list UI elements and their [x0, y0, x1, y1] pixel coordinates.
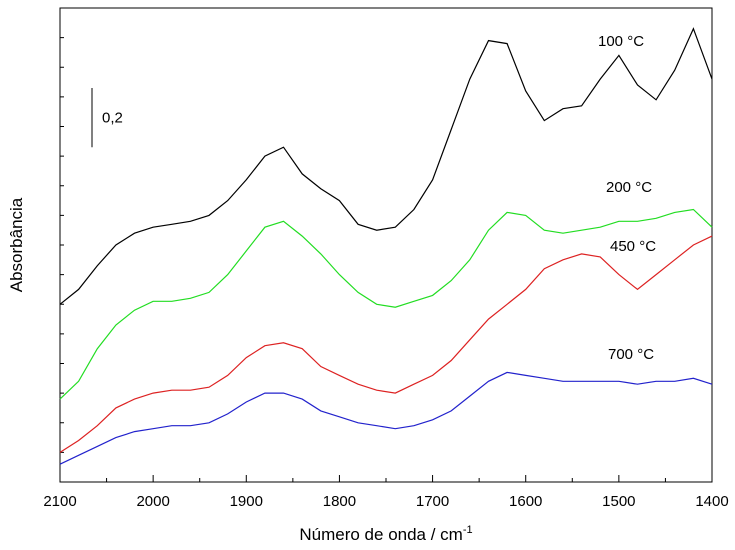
spectrum-line	[59, 371, 713, 465]
spectrum-line	[59, 208, 713, 400]
spectrum-line	[59, 27, 713, 305]
x-tick-label: 2000	[136, 493, 169, 510]
x-tick-label: 1700	[416, 493, 449, 510]
x-axis-label-sup: -1	[463, 524, 473, 536]
series-label: 100 °C	[598, 33, 644, 50]
x-axis-label: Número de onda / cm-1	[299, 524, 472, 544]
x-axis-label-main: Número de onda / cm	[299, 525, 462, 544]
x-tick-label: 1500	[602, 493, 635, 510]
x-tick-label: 2100	[43, 493, 76, 510]
series-label: 450 °C	[610, 238, 656, 255]
x-tick-label: 1800	[323, 493, 356, 510]
y-axis-label: Absorbância	[7, 197, 26, 292]
x-tick-label: 1400	[695, 493, 728, 510]
series-label: 700 °C	[608, 346, 654, 363]
spectrum-line	[59, 235, 713, 453]
scale-bar-label: 0,2	[102, 110, 123, 127]
x-tick-label: 1900	[230, 493, 263, 510]
series-label: 200 °C	[606, 179, 652, 196]
x-tick-label: 1600	[509, 493, 542, 510]
